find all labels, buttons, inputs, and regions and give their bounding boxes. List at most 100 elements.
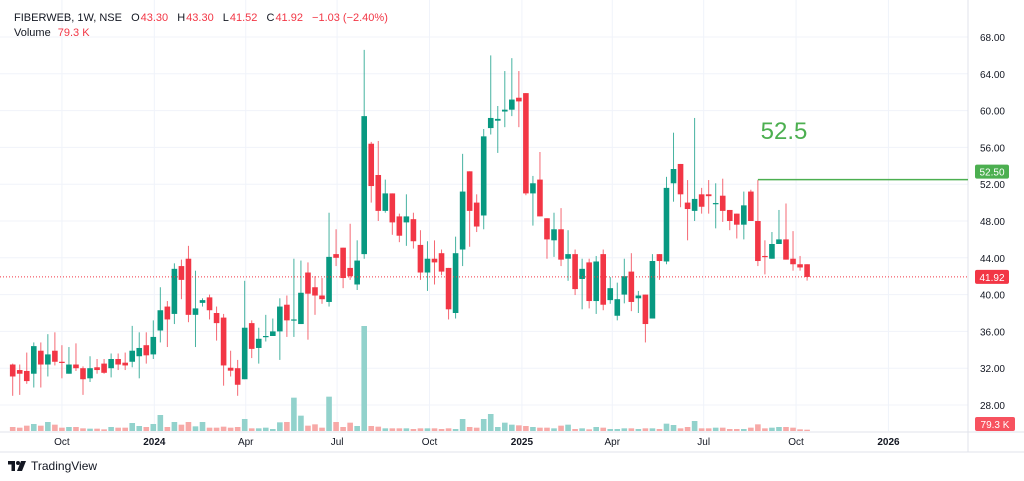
candle[interactable] [312,276,318,315]
candle[interactable] [136,332,143,379]
candle[interactable] [298,260,304,325]
candle[interactable] [248,320,255,359]
candle[interactable] [466,171,473,247]
candle[interactable] [593,255,599,314]
candle[interactable] [480,129,487,230]
candle[interactable] [635,290,642,313]
candle[interactable] [494,106,501,153]
candle[interactable] [101,359,107,374]
candle[interactable] [438,249,445,276]
candle[interactable] [94,359,100,374]
candle[interactable] [319,278,325,304]
candle[interactable] [30,342,37,388]
volume-label[interactable]: Volume [14,27,51,39]
candle[interactable] [52,332,58,366]
candle[interactable] [213,306,220,341]
candle[interactable] [733,213,740,239]
candle[interactable] [452,236,459,319]
candle[interactable] [790,231,796,271]
candle[interactable] [199,298,206,307]
candle[interactable] [150,320,157,359]
candle[interactable] [804,264,810,281]
candle[interactable] [776,209,782,244]
candle[interactable] [445,267,452,320]
candle[interactable] [305,262,311,340]
candle[interactable] [712,183,719,229]
candle[interactable] [241,280,248,380]
candle[interactable] [122,352,128,371]
candle[interactable] [579,258,585,310]
candle[interactable] [741,191,747,240]
candle[interactable] [726,209,733,231]
candle[interactable] [551,212,557,257]
candle[interactable] [473,194,480,233]
candle[interactable] [340,247,346,289]
candle[interactable] [459,153,466,267]
candle[interactable] [417,230,424,280]
candle[interactable] [143,332,150,364]
candle[interactable] [347,223,353,280]
candle[interactable] [502,71,508,128]
candle[interactable] [586,258,592,309]
candle[interactable] [403,194,410,246]
candle[interactable] [537,152,543,217]
candle[interactable] [389,193,396,235]
candle[interactable] [255,327,262,364]
candle[interactable] [607,277,614,304]
candle[interactable] [424,241,431,291]
candle[interactable] [642,294,649,343]
candle[interactable] [656,254,663,280]
candle[interactable] [171,263,178,325]
candle[interactable] [178,259,185,300]
candle[interactable] [284,295,290,337]
candle[interactable] [769,232,775,259]
candle[interactable] [227,350,234,377]
candle[interactable] [663,176,670,265]
tradingview-logo-icon[interactable] [8,460,26,472]
candle[interactable] [185,245,192,323]
candle[interactable] [16,364,23,395]
candle[interactable] [129,325,136,368]
candle[interactable] [516,71,522,128]
candle[interactable] [649,254,656,319]
price-axis-scale[interactable] [968,0,1024,452]
candle[interactable] [698,187,705,214]
time-axis-scale[interactable] [0,433,968,453]
candle[interactable] [621,258,628,304]
candle[interactable] [270,318,276,336]
candle[interactable] [565,230,571,281]
candle[interactable] [509,58,515,117]
candle[interactable] [277,298,283,360]
candle[interactable] [530,175,536,226]
candle[interactable] [572,249,578,296]
candle[interactable] [691,117,698,221]
candle[interactable] [157,287,164,343]
candle[interactable] [206,294,213,320]
candle[interactable] [115,353,121,371]
tradingview-brand[interactable]: TradingView [31,459,98,473]
candle[interactable] [487,55,494,135]
candle[interactable] [544,218,550,259]
candle[interactable] [748,189,754,221]
candle[interactable] [326,212,332,307]
candle[interactable] [368,141,375,203]
annotation-text[interactable]: 52.5 [761,118,808,145]
candle[interactable] [677,163,684,208]
candle[interactable] [719,178,726,222]
candle[interactable] [59,345,65,379]
candle[interactable] [600,249,607,311]
candle[interactable] [87,356,93,382]
candle[interactable] [234,359,241,396]
candle[interactable] [797,255,803,271]
candle[interactable] [628,253,635,312]
candle[interactable] [38,342,44,388]
candle[interactable] [66,347,72,374]
candle[interactable] [354,240,360,290]
candle[interactable] [361,49,367,259]
candle[interactable] [23,352,30,384]
candle[interactable] [382,179,389,213]
candle[interactable] [73,343,79,371]
candle[interactable] [333,229,339,267]
candle[interactable] [705,180,712,214]
